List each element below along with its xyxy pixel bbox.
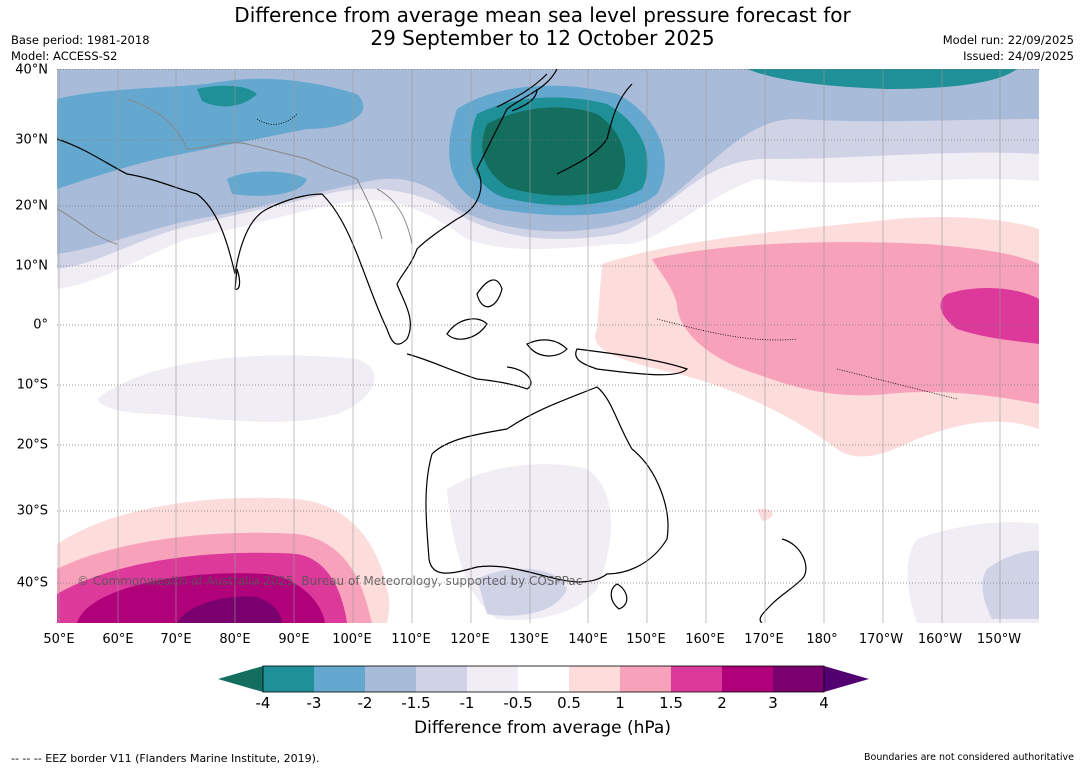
chart-title: Difference from average mean sea level p… bbox=[0, 4, 1085, 50]
lon-label: 160°W bbox=[917, 632, 963, 647]
lon-label: 90°E bbox=[278, 632, 310, 647]
lon-label: 130°E bbox=[509, 632, 549, 647]
colorbar-segment bbox=[620, 666, 671, 692]
title-line-2: 29 September to 12 October 2025 bbox=[370, 26, 715, 50]
lon-label: 170°W bbox=[858, 632, 904, 647]
colorbar-tick: -1 bbox=[459, 694, 475, 712]
lat-label: 20°N bbox=[15, 198, 48, 214]
lat-label: 10°N bbox=[15, 258, 48, 274]
issued-date: Issued: 24/09/2025 bbox=[963, 49, 1074, 63]
country-borders bbox=[57, 98, 413, 245]
lat-label: 40°N bbox=[15, 62, 48, 78]
colorbar-tick: 4 bbox=[819, 694, 829, 712]
map-panel bbox=[57, 69, 1039, 623]
lat-label: 10°S bbox=[16, 377, 48, 393]
boundary-disclaimer: Boundaries are not considered authoritat… bbox=[864, 752, 1074, 763]
model-name: Model: ACCESS-S2 bbox=[11, 49, 118, 63]
colorbar-segment bbox=[671, 666, 722, 692]
lat-label: 30°N bbox=[15, 132, 48, 148]
colorbar-tick: 3 bbox=[768, 694, 778, 712]
colorbar-segment bbox=[365, 666, 416, 692]
model-run: Model run: 22/09/2025 bbox=[942, 33, 1074, 47]
lon-label: 140°E bbox=[568, 632, 608, 647]
anomaly-field bbox=[57, 69, 1039, 623]
eez-legend: -- -- -- EEZ border V11 (Flanders Marine… bbox=[11, 752, 320, 765]
negative-anomaly-fill bbox=[57, 69, 1039, 289]
lon-label: 60°E bbox=[102, 632, 134, 647]
colorbar-segment bbox=[467, 666, 518, 692]
colorbar-tick: -1.5 bbox=[401, 694, 431, 712]
lon-label: 180° bbox=[806, 632, 838, 647]
lon-label: 150°W bbox=[976, 632, 1022, 647]
lat-label: 0° bbox=[33, 317, 48, 333]
lon-label: 70°E bbox=[160, 632, 192, 647]
lon-label: 100°E bbox=[332, 632, 372, 647]
colorbar-tick: 2 bbox=[717, 694, 727, 712]
colorbar-segment bbox=[263, 666, 314, 692]
colorbar-tick: 1 bbox=[615, 694, 625, 712]
lat-label: 20°S bbox=[16, 437, 48, 453]
lon-label: 80°E bbox=[219, 632, 251, 647]
colorbar-max-arrow bbox=[824, 666, 869, 692]
lon-label: 170°E bbox=[744, 632, 784, 647]
lon-label: 160°E bbox=[685, 632, 725, 647]
colorbar-frame bbox=[262, 665, 825, 693]
colorbar-segment bbox=[416, 666, 467, 692]
colorbar-tick: -3 bbox=[306, 694, 322, 712]
meta-right: Model run: 22/09/2025 Issued: 24/09/2025 bbox=[943, 32, 1074, 64]
lat-label: 30°S bbox=[16, 503, 48, 519]
colorbar-segment bbox=[518, 666, 569, 692]
colorbar-tick: -2 bbox=[357, 694, 373, 712]
copyright-notice: © Commonwealth of Australia 2025, Bureau… bbox=[77, 574, 583, 588]
meta-left: Base period: 1981-2018 Model: ACCESS-S2 bbox=[11, 32, 150, 64]
colorbar-segment bbox=[722, 666, 773, 692]
colorbar-segment bbox=[569, 666, 620, 692]
title-line-1: Difference from average mean sea level p… bbox=[234, 3, 851, 27]
colorbar-tick: 1.5 bbox=[659, 694, 683, 712]
colorbar-tick: 0.5 bbox=[557, 694, 581, 712]
lon-label: 110°E bbox=[391, 632, 431, 647]
lat-label: 40°S bbox=[16, 575, 48, 591]
lon-label: 150°E bbox=[626, 632, 666, 647]
lon-label: 120°E bbox=[450, 632, 490, 647]
lon-label: 50°E bbox=[43, 632, 75, 647]
colorbar-segment bbox=[773, 666, 824, 692]
colorbar-segment bbox=[314, 666, 365, 692]
eez-borders bbox=[256, 113, 958, 400]
colorbar bbox=[218, 665, 869, 693]
colorbar-min-arrow bbox=[218, 666, 263, 692]
colorbar-tick: -4 bbox=[255, 694, 271, 712]
base-period: Base period: 1981-2018 bbox=[11, 33, 150, 47]
colorbar-tick: -0.5 bbox=[503, 694, 533, 712]
colorbar-title: Difference from average (hPa) bbox=[414, 718, 671, 738]
meridians bbox=[58, 69, 1001, 623]
